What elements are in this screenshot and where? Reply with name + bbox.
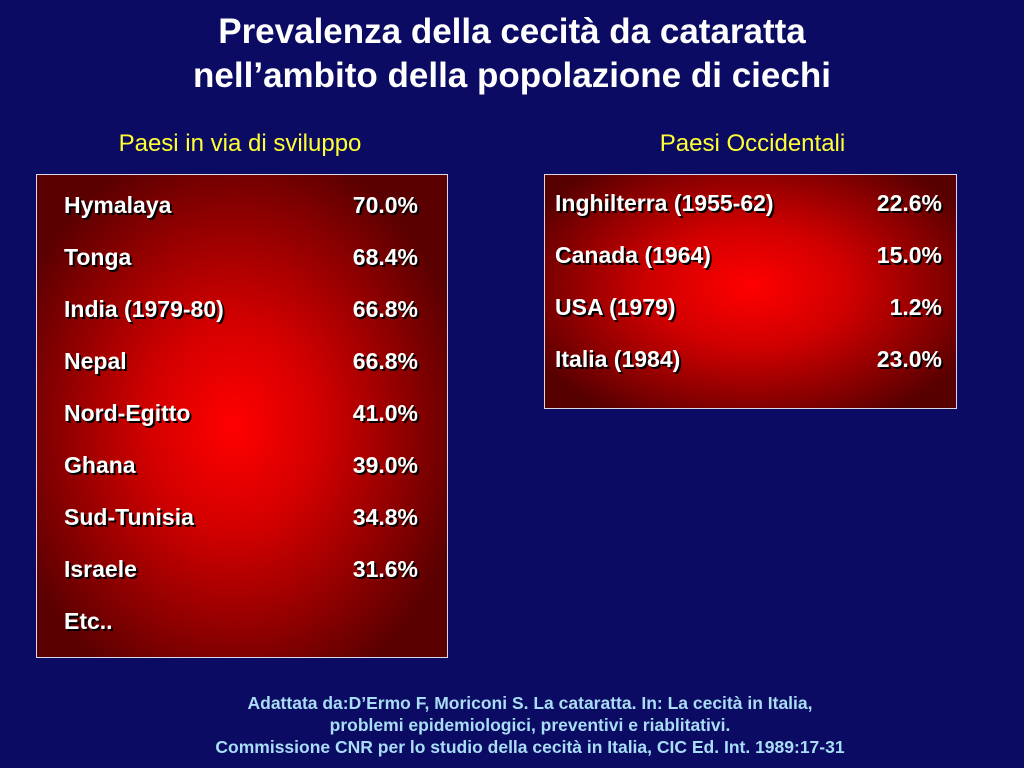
table-row: Tonga 68.4% <box>64 242 418 272</box>
western-countries-heading: Paesi Occidentali <box>659 130 846 157</box>
title-line-2: nell’ambito della popolazione di ciechi <box>193 56 831 95</box>
country-name: Inghilterra (1955-62) <box>555 190 774 216</box>
prevalence-value: 68.4% <box>352 244 418 270</box>
prevalence-value: 22.6% <box>876 190 942 216</box>
country-name: India (1979-80) <box>64 296 224 322</box>
citation-line-3: Commissione CNR per lo studio della ceci… <box>215 737 845 757</box>
prevalence-value: 66.8% <box>352 296 418 322</box>
citation-line-2: problemi epidemiologici, preventivi e ri… <box>329 715 731 735</box>
table-row: Hymalaya 70.0% <box>64 190 418 220</box>
prevalence-value: 34.8% <box>352 504 418 530</box>
table-row: Inghilterra (1955-62) 22.6% <box>555 188 942 218</box>
prevalence-value: 70.0% <box>352 192 418 218</box>
country-name: Nord-Egitto <box>64 400 191 426</box>
developing-countries-table: Hymalaya 70.0% Tonga 68.4% India (1979-8… <box>36 174 448 658</box>
country-name: Etc.. <box>64 608 113 634</box>
country-name: Ghana <box>64 452 136 478</box>
table-row: Nepal 66.8% <box>64 346 418 376</box>
prevalence-value: 23.0% <box>876 346 942 372</box>
western-countries-table: Inghilterra (1955-62) 22.6% Canada (1964… <box>544 174 957 409</box>
country-name: Tonga <box>64 244 132 270</box>
slide-title: Prevalenza della cecità da cataratta nel… <box>0 10 1024 98</box>
table-row: Sud-Tunisia 34.8% <box>64 502 418 532</box>
prevalence-value: 15.0% <box>876 242 942 268</box>
country-name: USA (1979) <box>555 294 676 320</box>
prevalence-value: 41.0% <box>352 400 418 426</box>
country-name: Italia (1984) <box>555 346 681 372</box>
table-row: Nord-Egitto 41.0% <box>64 398 418 428</box>
prevalence-value: 31.6% <box>352 556 418 582</box>
table-row: Israele 31.6% <box>64 554 418 584</box>
table-row: Italia (1984) 23.0% <box>555 344 942 374</box>
country-name: Sud-Tunisia <box>64 504 194 530</box>
country-name: Israele <box>64 556 137 582</box>
source-citation: Adattata da:D’Ermo F, Moriconi S. La cat… <box>100 692 960 758</box>
title-line-1: Prevalenza della cecità da cataratta <box>218 12 806 51</box>
table-row: USA (1979) 1.2% <box>555 292 942 322</box>
developing-countries-heading: Paesi in via di sviluppo <box>118 130 362 157</box>
country-name: Nepal <box>64 348 127 374</box>
citation-line-1: Adattata da:D’Ermo F, Moriconi S. La cat… <box>247 693 813 713</box>
country-name: Hymalaya <box>64 192 172 218</box>
prevalence-value: 39.0% <box>352 452 418 478</box>
table-row: Etc.. <box>64 606 418 636</box>
country-name: Canada (1964) <box>555 242 711 268</box>
table-row: Ghana 39.0% <box>64 450 418 480</box>
table-row: Canada (1964) 15.0% <box>555 240 942 270</box>
prevalence-value: 66.8% <box>352 348 418 374</box>
prevalence-value: 1.2% <box>889 294 942 320</box>
table-row: India (1979-80) 66.8% <box>64 294 418 324</box>
